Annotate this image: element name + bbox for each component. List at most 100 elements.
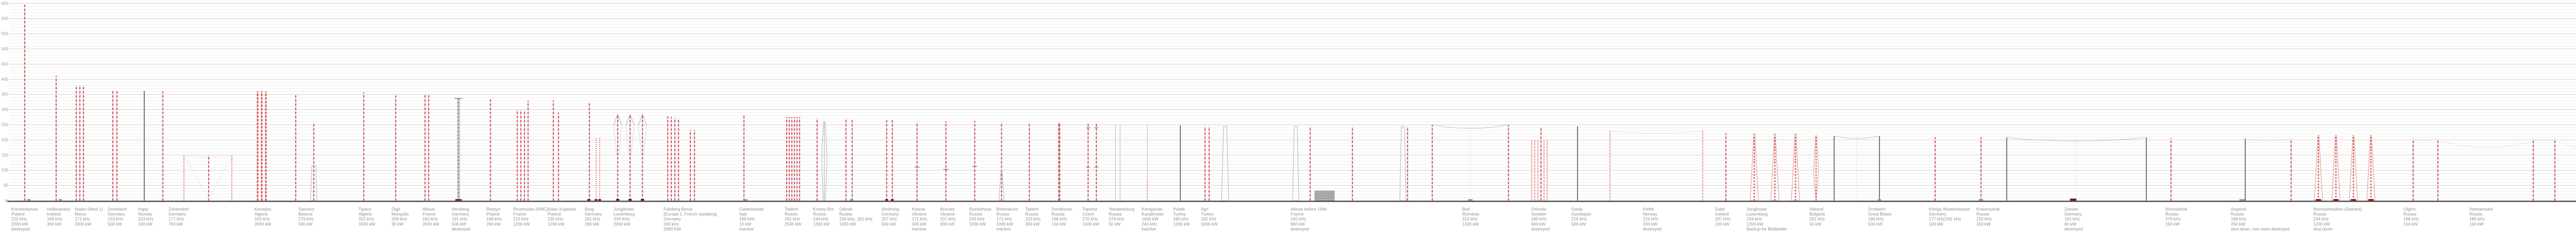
station-label-line: Novosibirsk <box>2165 207 2188 212</box>
station-label-line: Iceland <box>47 212 61 217</box>
station-label-line: 150 kW <box>2403 222 2418 226</box>
cone-cage <box>631 125 635 155</box>
y-axis-tick-label: 550 <box>2 31 9 36</box>
base-building <box>2239 199 2245 201</box>
station-label-line: 200 kW <box>585 222 599 226</box>
station-label-line: 198 kHz <box>486 217 502 222</box>
y-axis-tick-label: 150 <box>2 153 9 157</box>
station-label-line: Russia <box>839 212 852 217</box>
station-label-line: inactive <box>739 227 754 231</box>
station-label-line: 243 kHz <box>1142 222 1157 226</box>
station-label-line: 1200 kW <box>513 222 530 226</box>
station-label-line: 209 kHz <box>392 217 407 222</box>
station-label-line: 250 kW <box>2231 222 2245 226</box>
station-label-line: 1200 kW <box>2313 222 2330 226</box>
antenna-wire <box>1609 130 1703 134</box>
base-building <box>2333 199 2339 201</box>
station-label-line: Dorokhovo <box>1052 207 1072 212</box>
station-label-line: Sasnovy <box>298 207 315 212</box>
station-label-line: Solec Kujawski <box>548 207 576 212</box>
station-label-line: 100 kW <box>138 222 152 226</box>
station-label-line: Donebach <box>108 207 127 212</box>
station-label-line: 1200 kW <box>1173 222 1190 226</box>
station-label-line: Taldom <box>1025 207 1039 212</box>
station-label-line: Algeria <box>359 212 372 217</box>
station-label-line: destroyed <box>1291 227 1309 231</box>
base-building <box>1468 199 1473 201</box>
station-label-line: destroyed <box>1643 227 1662 231</box>
station-label-line: France <box>422 212 436 217</box>
lattice-tower <box>1292 126 1299 201</box>
station-label-line: Azerbaijan <box>1571 212 1591 217</box>
station-label-line: Russia <box>2231 212 2244 217</box>
station-label-line: 150 kW <box>2165 222 2180 226</box>
station-label-line: 234 kHz <box>813 217 828 222</box>
station-label-line: 207 kHz <box>1715 217 1731 222</box>
cone-cage <box>618 125 622 155</box>
cone-cage <box>643 125 647 155</box>
station-label-line: 500 kW <box>1868 222 1883 226</box>
station-label-line: Russia <box>1052 212 1064 217</box>
base-building <box>2315 199 2321 201</box>
station-label-line: 1000 kW <box>1201 222 1218 226</box>
station-label-line: 200 kW <box>1643 222 1657 226</box>
station-label-line: 150 kW <box>2469 222 2484 226</box>
cone-cage <box>630 114 635 126</box>
station-label-line: Germany <box>108 212 126 217</box>
base-building <box>595 199 598 201</box>
base-building <box>59 198 62 201</box>
station-label-line: Luxemburg <box>614 212 635 217</box>
station-label-line: Germany <box>882 212 900 217</box>
station-label-line: Poland <box>11 212 25 217</box>
station-label-line: Norway <box>1643 212 1658 217</box>
station-label-line: 60 kW <box>2064 222 2076 226</box>
station-label-line: 261 kHz <box>585 217 600 222</box>
station-label-line: Russia <box>785 212 798 217</box>
station-label-line: 1200 kW <box>548 222 565 226</box>
base-building <box>587 199 591 201</box>
station-label-line: 500 kW <box>298 222 313 226</box>
station-label-line: Krasnoyarsk <box>1976 207 2000 212</box>
station-label-line: Russia <box>996 212 1009 217</box>
station-label-line: 1200 kW <box>1747 222 1764 226</box>
station-label-line: Poland <box>486 212 500 217</box>
station-label-line: Germany <box>168 212 187 217</box>
station-label-line: 500 kW <box>108 222 122 226</box>
station-label-line: Bolshakovo <box>996 207 1019 212</box>
station-label-line: Russia <box>1109 212 1122 217</box>
station-label-line: Kazakhstan <box>1142 212 1164 217</box>
station-label-line: Turkey <box>1201 212 1214 217</box>
station-label-line: 198 kHz <box>1868 217 1884 222</box>
antenna-wire <box>2413 139 2438 141</box>
station-label-line: Eidar <box>1715 207 1725 212</box>
station-label-line: Tipaza <box>359 207 371 212</box>
base-building <box>850 199 854 201</box>
station-label-line: Angarsk <box>2231 207 2247 212</box>
station-label-line: destroyed <box>452 227 470 231</box>
station-label-line: 189 kHz <box>47 217 62 222</box>
station-label-line: Russia <box>969 212 982 217</box>
station-label-line: Ukraine <box>912 212 927 217</box>
station-label-line: 100 kW <box>1929 222 1943 226</box>
station-label-line: 1000 kW <box>996 222 1013 226</box>
station-label-line: 2000 KW <box>664 227 681 231</box>
station-label-line: Bulgaria <box>1809 212 1825 217</box>
station-label-line: Norway <box>138 212 153 217</box>
lattice-tower <box>310 165 317 201</box>
